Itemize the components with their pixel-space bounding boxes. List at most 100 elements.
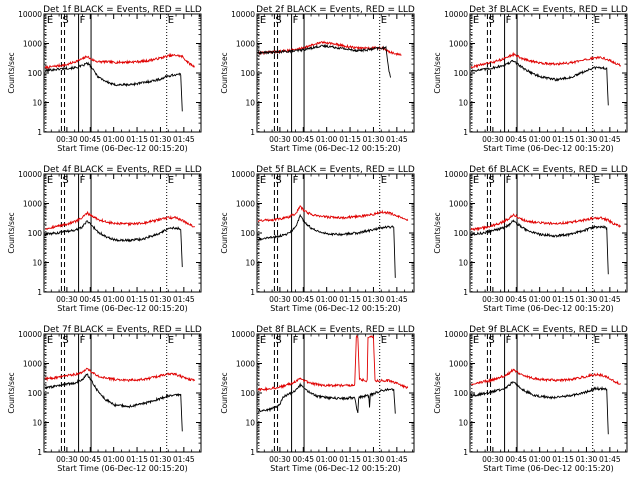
y-tick-label: 10: [32, 419, 42, 428]
x-tick-label: 01:30: [150, 455, 172, 464]
x-tick-label: 00:30: [482, 135, 504, 144]
marker-label: F: [506, 15, 512, 26]
panel-det-2: Det 2f BLACK = Events, RED = LLD 1 10 100 10…: [220, 5, 415, 153]
x-tick-label: 01:30: [576, 135, 598, 144]
y-tick-label: 100: [241, 69, 256, 78]
x-tick-label: 01:30: [576, 455, 598, 464]
x-tick-label: 00:30: [269, 455, 291, 464]
y-tick-label: 10000: [444, 10, 468, 19]
x-axis-label: Start Time (06-Dec-12 00:15:20): [57, 464, 188, 473]
y-axis-label: Counts/sec: [7, 212, 16, 253]
marker-label: E: [168, 15, 174, 26]
x-tick-label: 01:30: [576, 295, 598, 304]
marker-label: F: [506, 175, 512, 186]
y-tick-label: 100: [241, 389, 256, 398]
y-tick-label: 1: [463, 288, 468, 297]
y-tick-label: 10: [245, 99, 255, 108]
y-axis-label: Counts/sec: [220, 212, 229, 253]
plot-frame: [43, 13, 202, 133]
events-trace: [470, 219, 609, 275]
y-tick-label: 100: [28, 229, 43, 238]
panel-title: Det 7f BLACK = Events, RED = LLD: [43, 325, 202, 335]
y-tick-label: 10: [245, 259, 255, 268]
y-tick-label: 1: [463, 448, 468, 457]
events-trace: [470, 59, 609, 106]
y-tick-label: 100: [454, 229, 469, 238]
x-axis-label: Start Time (06-Dec-12 00:15:20): [483, 464, 614, 473]
y-tick-label: 10: [458, 259, 468, 268]
x-tick-label: 01:15: [339, 455, 361, 464]
marker-label: F: [506, 335, 512, 346]
marker-label: E: [594, 15, 600, 26]
y-tick-label: 1: [250, 128, 255, 137]
y-tick-label: 10: [458, 99, 468, 108]
plot-frame: [256, 333, 415, 453]
lld-trace: [470, 51, 622, 69]
x-tick-label: 00:30: [56, 135, 78, 144]
y-axis-label: Counts/sec: [220, 52, 229, 93]
plot-frame: [469, 13, 628, 133]
marker-label: S: [275, 335, 281, 346]
marker-label: E: [260, 335, 266, 346]
x-tick-label: 01:00: [529, 135, 551, 144]
x-tick-label: 01:45: [386, 455, 408, 464]
y-tick-label: 10000: [444, 170, 468, 179]
x-tick-label: 01:30: [363, 295, 385, 304]
x-axis-label: Start Time (06-Dec-12 00:15:20): [483, 144, 614, 153]
x-tick-label: 00:45: [79, 295, 101, 304]
marker-label: E: [594, 335, 600, 346]
plot-frame: [43, 333, 202, 453]
x-tick-label: 01:00: [529, 455, 551, 464]
panel-title: Det 5f BLACK = Events, RED = LLD: [256, 165, 415, 175]
marker-label: E: [381, 15, 387, 26]
panel-det-3: Det 3f BLACK = Events, RED = LLD 1 10 100 10…: [433, 5, 628, 153]
plot-frame: [469, 333, 628, 453]
x-tick-label: 00:45: [79, 135, 101, 144]
panel-title: Det 8f BLACK = Events, RED = LLD: [256, 325, 415, 335]
marker-label: E: [473, 335, 479, 346]
y-tick-label: 10000: [231, 10, 255, 19]
lld-trace: [44, 367, 196, 383]
x-tick-label: 00:45: [292, 295, 314, 304]
y-tick-label: 10: [458, 419, 468, 428]
y-tick-label: 1000: [236, 40, 255, 49]
marker-label: F: [293, 335, 299, 346]
y-tick-label: 1000: [236, 200, 255, 209]
panel-det-8: Det 8f BLACK = Events, RED = LLD 1 10 100 10…: [220, 325, 415, 473]
y-tick-label: 1: [250, 288, 255, 297]
x-tick-label: 00:30: [56, 295, 78, 304]
x-tick-label: 01:15: [552, 455, 574, 464]
marker-label: S: [488, 15, 494, 26]
x-tick-label: 00:45: [505, 135, 527, 144]
y-tick-label: 10000: [18, 170, 42, 179]
x-tick-label: 01:30: [363, 455, 385, 464]
events-trace: [44, 373, 183, 432]
marker-label: S: [62, 175, 68, 186]
marker-label: S: [62, 15, 68, 26]
marker-label: E: [260, 175, 266, 186]
marker-label: S: [275, 175, 281, 186]
x-tick-label: 00:45: [79, 455, 101, 464]
panel-det-5: Det 5f BLACK = Events, RED = LLD 1 10 100 10…: [220, 165, 415, 313]
marker-label: E: [47, 175, 53, 186]
marker-label: F: [80, 335, 86, 346]
y-axis-label: Counts/sec: [433, 52, 442, 93]
marker-label: F: [80, 175, 86, 186]
panel-det-1: Det 1f BLACK = Events, RED = LLD 1 10 100 10…: [7, 5, 202, 153]
y-tick-label: 1: [37, 128, 42, 137]
x-tick-label: 01:00: [316, 455, 338, 464]
events-trace: [470, 381, 609, 435]
marker-label: E: [381, 175, 387, 186]
panel-det-4: Det 4f BLACK = Events, RED = LLD 1 10 100 10…: [7, 165, 202, 313]
y-tick-label: 10: [32, 259, 42, 268]
panel-det-9: Det 9f BLACK = Events, RED = LLD 1 10 100 10…: [433, 325, 628, 473]
x-tick-label: 01:15: [552, 295, 574, 304]
y-tick-label: 100: [28, 69, 43, 78]
x-tick-label: 01:30: [150, 135, 172, 144]
x-tick-label: 01:15: [126, 295, 148, 304]
x-axis-label: Start Time (06-Dec-12 00:15:20): [270, 304, 401, 313]
events-trace: [44, 61, 183, 112]
marker-label: F: [80, 15, 86, 26]
x-tick-label: 01:15: [339, 135, 361, 144]
lld-trace: [44, 210, 196, 231]
